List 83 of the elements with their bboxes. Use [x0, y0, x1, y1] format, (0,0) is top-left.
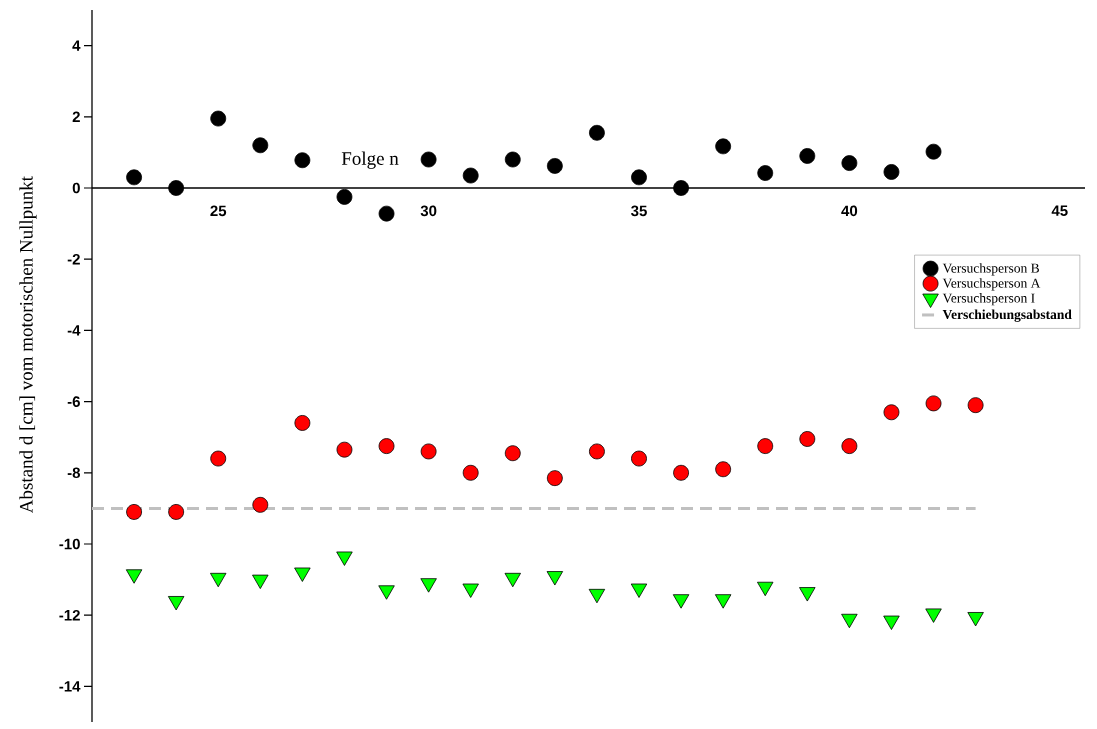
point	[462, 464, 479, 481]
point	[252, 496, 269, 513]
point	[546, 470, 563, 487]
point	[546, 158, 563, 174]
y-tick-label: -8	[67, 467, 81, 479]
legend-label: Versuchsperson B	[942, 263, 1039, 276]
legend-label: Versuchsperson I	[942, 293, 1035, 306]
point	[673, 180, 689, 196]
y-tick-label: -12	[59, 609, 80, 621]
point	[589, 443, 605, 460]
point	[799, 587, 816, 602]
point	[210, 450, 227, 467]
point	[631, 169, 647, 186]
x-axis-title: Folge n	[341, 151, 399, 169]
point	[378, 585, 395, 600]
point	[294, 152, 311, 169]
y-tick-label: -14	[59, 681, 81, 692]
point	[883, 164, 900, 180]
point	[715, 461, 732, 478]
point	[420, 151, 437, 168]
point	[967, 397, 984, 414]
point	[125, 569, 143, 584]
point	[210, 572, 227, 588]
x-tick-label: 25	[210, 205, 227, 217]
point	[168, 504, 185, 520]
point	[841, 155, 858, 171]
legend-label: Verschiebungsabstand	[942, 309, 1072, 322]
point	[757, 438, 774, 454]
point	[252, 137, 269, 154]
point	[294, 415, 311, 431]
point	[420, 578, 437, 593]
point	[841, 438, 858, 454]
point	[336, 441, 353, 458]
point	[631, 450, 647, 467]
point	[757, 165, 774, 181]
point	[715, 138, 732, 155]
y-tick-label: -10	[59, 538, 80, 550]
point	[799, 431, 816, 447]
point	[672, 594, 690, 609]
point	[967, 612, 984, 627]
x-tick-label: 40	[841, 205, 858, 217]
point	[168, 180, 185, 196]
point	[336, 551, 353, 566]
point	[378, 205, 395, 222]
point	[504, 572, 521, 588]
point	[420, 443, 437, 460]
point	[757, 581, 774, 597]
point	[504, 445, 521, 462]
point	[589, 124, 605, 141]
point	[252, 574, 269, 589]
point	[925, 395, 942, 412]
point	[883, 404, 900, 421]
point	[294, 567, 311, 582]
y-tick-label: 0	[72, 182, 80, 194]
x-tick-label: 45	[1051, 205, 1068, 216]
point	[126, 504, 142, 520]
point	[546, 571, 564, 586]
point	[714, 594, 732, 609]
point	[167, 596, 185, 611]
point	[126, 169, 142, 186]
point	[588, 588, 606, 604]
y-tick-label: 4	[72, 40, 81, 51]
y-tick-label: -2	[67, 253, 80, 265]
point	[673, 464, 689, 481]
y-tick-label: -6	[67, 396, 80, 407]
point	[883, 615, 900, 630]
point	[925, 143, 942, 160]
point	[336, 188, 353, 205]
x-tick-label: 35	[631, 205, 647, 217]
point	[630, 583, 648, 598]
point	[462, 167, 479, 184]
point	[210, 110, 227, 127]
point	[799, 148, 816, 164]
y-tick-label: -4	[67, 325, 81, 336]
y-tick-label: 2	[72, 111, 80, 123]
legend-label: Versuchsperson A	[942, 278, 1041, 291]
point	[504, 151, 521, 168]
point	[378, 438, 395, 454]
x-tick-label: 30	[420, 205, 437, 217]
point	[841, 613, 858, 629]
point	[925, 608, 942, 623]
point	[462, 583, 479, 598]
y-axis-title: Abstand d [cm] vom motorischen Nullpunkt	[19, 176, 37, 514]
